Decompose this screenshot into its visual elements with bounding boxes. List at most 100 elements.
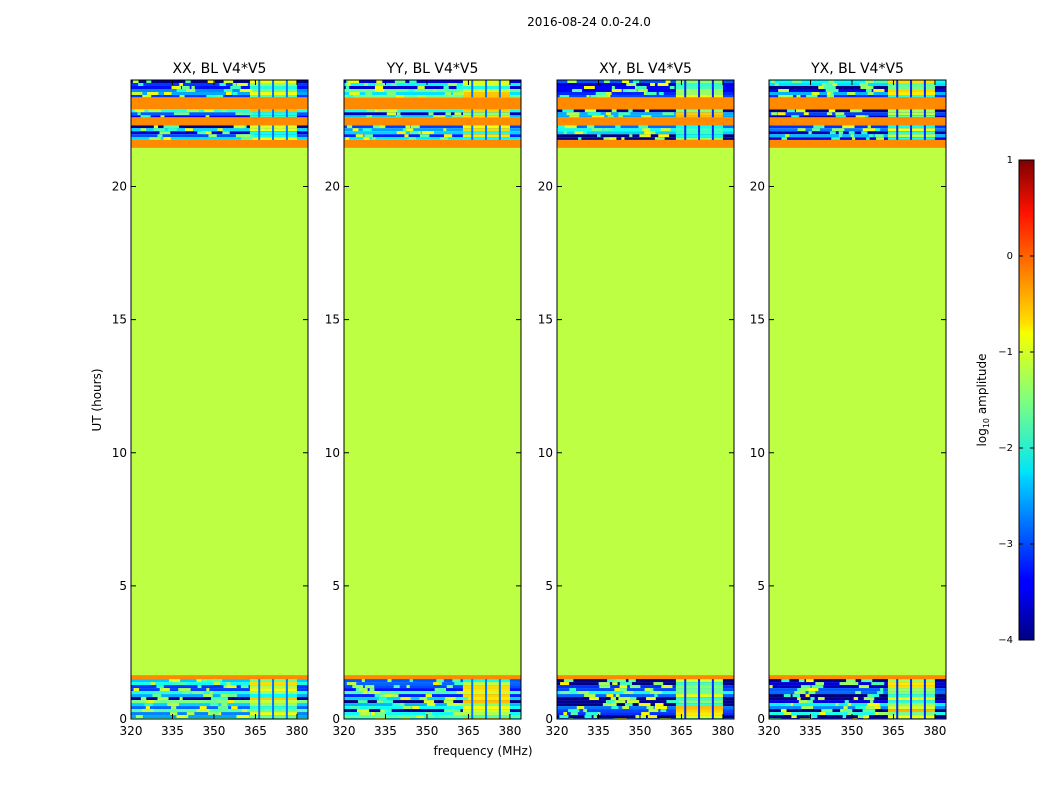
colorbar-gradient: [1018, 159, 1035, 641]
heatmap-cell: [392, 703, 405, 707]
heatmap-cell: [844, 682, 854, 686]
x-tick-label: 320: [120, 724, 143, 738]
heatmap-cell: [203, 694, 213, 698]
heatmap-cell: [660, 709, 667, 713]
heatmap-cell: [791, 715, 797, 719]
heatmap-cell: [609, 137, 617, 140]
heatmap-cell: [608, 128, 612, 132]
heatmap-cell: [170, 712, 178, 716]
heatmap-cell: [196, 679, 202, 683]
heatmap-cell: [449, 709, 461, 713]
heatmap-cell: [433, 115, 446, 118]
heatmap-cell: [859, 83, 869, 86]
heatmap-cell: [621, 137, 625, 140]
heatmap-cell: [774, 83, 779, 86]
heatmap-cell: [157, 697, 169, 701]
heatmap-cell: [684, 80, 687, 98]
heatmap-cell: [560, 691, 572, 695]
x-tick-label: 380: [711, 724, 734, 738]
heatmap-cell: [646, 706, 654, 710]
heatmap-cell: [769, 86, 946, 89]
heatmap-segment: [769, 97, 946, 110]
heatmap-cell: [344, 134, 521, 138]
heatmap-cell: [345, 86, 350, 89]
y-axis-label: UT (hours): [90, 368, 104, 431]
heatmap-cell: [896, 679, 899, 719]
x-tick-label: 365: [457, 724, 480, 738]
heatmap-cell: [835, 115, 846, 118]
heatmap-segment: [131, 109, 308, 118]
heatmap-cell: [557, 95, 734, 98]
heatmap-cell: [226, 685, 237, 689]
heatmap-cell: [663, 685, 673, 689]
heatmap-cell: [223, 80, 234, 83]
heatmap-cell: [399, 703, 405, 707]
heatmap-cell: [828, 80, 835, 83]
panel-title: XX, BL V4*V5: [173, 61, 267, 77]
heatmap-cell: [818, 86, 823, 89]
heatmap-cell: [589, 697, 599, 701]
heatmap-cell: [835, 703, 839, 707]
heatmap-cell: [611, 679, 622, 683]
heatmap-cell: [809, 700, 813, 704]
heatmap-cell: [207, 80, 215, 83]
heatmap-cell: [660, 128, 671, 132]
heatmap-cell: [603, 137, 611, 140]
heatmap-cell: [769, 709, 946, 713]
heatmap-cell: [344, 679, 521, 683]
heatmap-cell: [233, 125, 245, 129]
heatmap-cell: [145, 700, 155, 704]
heatmap-cell: [150, 682, 156, 686]
heatmap-cell: [356, 709, 370, 713]
heatmap-cell: [636, 86, 646, 89]
heatmap-cell: [623, 691, 634, 695]
heatmap-cell: [405, 125, 411, 129]
heatmap-cell: [910, 80, 913, 98]
heatmap-cell: [219, 83, 226, 86]
heatmap-cell: [367, 706, 377, 710]
heatmap-cell: [153, 691, 162, 695]
heatmap-cell: [826, 95, 834, 98]
heatmap-cell: [593, 715, 597, 719]
heatmap-cell: [618, 697, 630, 701]
heatmap-cell: [844, 700, 849, 704]
heatmap-cell: [210, 697, 223, 701]
heatmap-cell: [454, 112, 462, 116]
heatmap-cell: [131, 80, 308, 83]
heatmap-cell: [388, 109, 398, 113]
heatmap-cell: [563, 679, 574, 683]
heatmap-cell: [832, 83, 838, 86]
heatmap-cell: [344, 80, 521, 83]
heatmap-cell: [769, 137, 946, 140]
heatmap-cell: [811, 92, 820, 95]
heatmap-cell: [416, 715, 424, 719]
y-tick-label: 5: [119, 579, 127, 593]
heatmap-cell: [873, 89, 885, 92]
heatmap-cell: [396, 131, 406, 135]
heatmap-cell: [769, 688, 946, 692]
heatmap-cell: [374, 109, 379, 113]
heatmap-cell: [629, 685, 641, 689]
heatmap-cell: [857, 715, 870, 719]
heatmap-cell: [618, 112, 631, 116]
heatmap-cell: [368, 691, 381, 695]
heatmap-cell: [395, 115, 402, 118]
heatmap-cell: [788, 703, 793, 707]
heatmap-cell: [344, 125, 521, 129]
heatmap-cell: [769, 703, 946, 707]
heatmap-cell: [557, 125, 568, 129]
heatmap-cell: [698, 109, 701, 118]
heatmap-cell: [797, 697, 801, 701]
heatmap-cell: [409, 679, 413, 683]
heatmap-cell: [805, 694, 810, 698]
heatmap-cell: [806, 679, 814, 683]
heatmap-cell: [867, 125, 871, 129]
heatmap-cell: [577, 691, 589, 695]
y-tick-label: 10: [750, 446, 765, 460]
heatmap-cell: [344, 139, 521, 148]
heatmap-cell: [684, 125, 687, 140]
heatmap-cell: [769, 89, 946, 92]
heatmap-cell: [217, 706, 229, 710]
heatmap-cell: [145, 706, 150, 710]
